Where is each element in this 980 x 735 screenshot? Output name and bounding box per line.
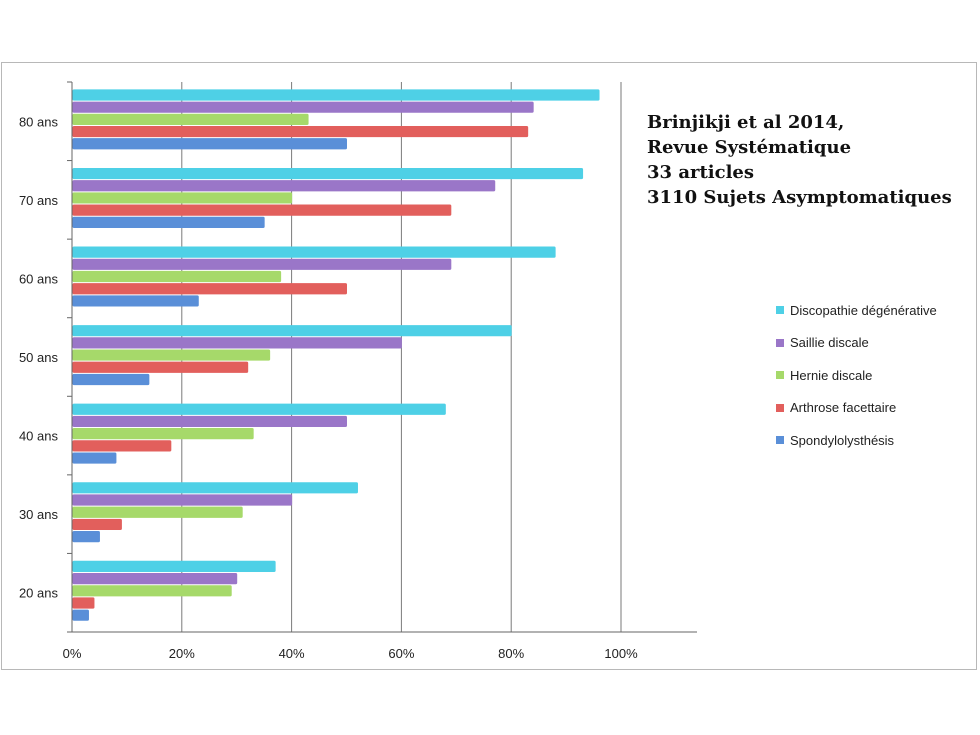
bar xyxy=(72,506,243,518)
legend-swatch xyxy=(776,436,784,445)
x-tick-label: 20% xyxy=(169,646,195,661)
bar xyxy=(72,283,347,295)
bar xyxy=(72,167,584,180)
bar xyxy=(72,428,254,440)
y-tick-label: 70 ans xyxy=(19,193,59,208)
bar xyxy=(72,325,512,337)
bar xyxy=(72,204,452,216)
bar xyxy=(72,180,496,192)
annotation-line: Brinjikji et al 2014, xyxy=(647,112,845,133)
bar xyxy=(72,597,95,609)
annotation-line: 33 articles xyxy=(647,162,754,183)
annotation-line: Revue Systématique xyxy=(647,137,852,158)
bar xyxy=(72,573,238,585)
bar xyxy=(72,295,199,307)
legend-swatch xyxy=(776,403,784,412)
legend-label: Discopathie dégénérative xyxy=(790,302,937,318)
bar xyxy=(72,113,309,125)
bar xyxy=(72,89,600,101)
bar xyxy=(72,101,534,113)
bar xyxy=(72,270,282,283)
bar xyxy=(72,361,249,373)
bar xyxy=(72,403,446,415)
bar xyxy=(72,609,89,621)
bar xyxy=(72,560,276,572)
legend-item: Arthrose facettaire xyxy=(776,392,937,425)
bar xyxy=(72,415,347,428)
bar xyxy=(72,125,529,138)
bar xyxy=(72,138,347,150)
annotation-line: 3110 Sujets Asymptomatiques xyxy=(647,187,952,208)
x-tick-label: 40% xyxy=(279,646,305,661)
bar xyxy=(72,246,556,258)
bar xyxy=(72,440,172,452)
bar xyxy=(72,258,452,270)
legend-item: Hernie discale xyxy=(776,359,937,392)
legend-label: Saillie discale xyxy=(790,335,869,351)
chart-annotation: Brinjikji et al 2014, Revue Systématique… xyxy=(647,110,952,210)
y-tick-label: 20 ans xyxy=(19,586,59,601)
y-tick-label: 60 ans xyxy=(19,271,59,286)
bar xyxy=(72,337,402,349)
y-tick-label: 40 ans xyxy=(19,429,59,444)
y-tick-label: 50 ans xyxy=(19,350,59,365)
chart-legend: Discopathie dégénérative Saillie discale H… xyxy=(776,294,937,457)
x-tick-label: 100% xyxy=(604,646,638,661)
legend-item: Discopathie dégénérative xyxy=(776,294,937,327)
y-tick-label: 80 ans xyxy=(19,114,59,129)
bar xyxy=(72,482,358,494)
bar xyxy=(72,373,150,386)
legend-swatch xyxy=(776,371,784,380)
bar xyxy=(72,531,100,543)
legend-swatch xyxy=(776,306,784,315)
bar xyxy=(72,216,265,228)
bar xyxy=(72,452,117,464)
legend-label: Spondylolysthésis xyxy=(790,432,895,448)
legend-label: Hernie discale xyxy=(790,367,873,383)
bar xyxy=(72,518,122,531)
x-tick-label: 60% xyxy=(388,646,414,661)
legend-label: Arthrose facettaire xyxy=(790,400,897,416)
legend-item: Spondylolysthésis xyxy=(776,424,937,457)
bar xyxy=(72,585,232,597)
legend-item: Saillie discale xyxy=(776,327,937,360)
bar xyxy=(72,494,293,506)
legend-swatch xyxy=(776,338,784,347)
x-tick-label: 0% xyxy=(63,646,82,661)
x-tick-label: 80% xyxy=(498,646,524,661)
bar xyxy=(72,192,293,204)
bar xyxy=(72,349,271,361)
y-tick-label: 30 ans xyxy=(19,507,59,522)
